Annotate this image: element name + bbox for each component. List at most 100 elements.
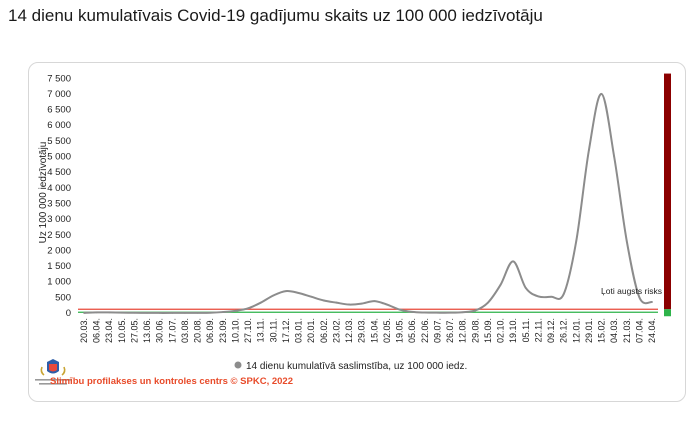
x-tick-label: 20.08. <box>193 318 203 343</box>
y-tick-label: 0 <box>66 308 71 319</box>
y-tick-label: 500 <box>55 292 71 303</box>
x-tick-label: 19.05. <box>395 318 405 343</box>
y-tick-label: 3 000 <box>47 214 71 225</box>
x-tick-label: 17.12. <box>281 318 291 343</box>
data-point <box>398 308 401 311</box>
x-axis: 20.03. 06.04. 23.04. 10.05. 27.05. 13.06. 30.0… <box>79 318 657 343</box>
data-point <box>360 302 363 305</box>
data-point <box>474 309 477 312</box>
x-tick-label: 23.09. <box>218 318 228 343</box>
x-tick-label: 10.05. <box>117 318 127 343</box>
x-tick-label: 02.05. <box>382 318 392 343</box>
data-point <box>348 303 350 306</box>
thresholds <box>78 308 658 313</box>
x-tick-label: 13.11. <box>256 318 266 342</box>
data-point <box>550 295 552 298</box>
chart-card <box>28 62 686 402</box>
data-point <box>83 311 85 314</box>
y-tick-label: 1 000 <box>47 277 71 288</box>
data-point <box>575 240 578 242</box>
data-point <box>638 296 641 299</box>
legend-marker <box>234 361 242 369</box>
data-point <box>335 301 338 304</box>
x-tick-label: 12.03. <box>344 318 354 343</box>
x-tick-label: 29.03. <box>357 318 367 343</box>
data-point <box>613 155 616 158</box>
risk-bar-high <box>664 73 671 310</box>
x-tick-label: 06.04. <box>92 318 102 343</box>
series <box>83 92 653 314</box>
x-tick-label: 03.08. <box>180 318 190 343</box>
data-point <box>285 290 287 292</box>
x-tick-label: 05.06. <box>407 318 417 343</box>
y-tick-label: 5 000 <box>47 152 71 163</box>
data-point <box>487 301 489 304</box>
x-tick-label: 20.01. <box>306 318 316 343</box>
legend-label: 14 dienu kumulatīvā saslimstība, uz 100 … <box>246 361 467 372</box>
x-tick-label: 21.03. <box>622 318 632 343</box>
data-point <box>625 240 628 242</box>
data-point <box>322 299 325 302</box>
data-point <box>234 309 237 312</box>
spkc-logo <box>35 359 71 385</box>
data-point <box>587 149 590 152</box>
page-title: 14 dienu kumulatīvais Covid-19 gadījumu … <box>8 6 543 25</box>
x-tick-label: 03.01. <box>294 318 304 343</box>
y-axis-label: Uz 100 000 iedzīvotāju <box>38 142 49 244</box>
data-point <box>524 287 527 289</box>
y-tick-label: 6 500 <box>47 105 71 116</box>
x-tick-label: 20.03. <box>79 318 89 343</box>
x-tick-label: 17.07. <box>167 318 177 343</box>
footer-credit: Slimību profilakses un kontroles centrs … <box>50 376 293 387</box>
x-tick-label: 26.12. <box>559 318 569 343</box>
y-tick-label: 4 000 <box>47 183 71 194</box>
x-tick-label: 29.08. <box>470 318 480 343</box>
data-point <box>247 307 249 310</box>
data-point <box>184 312 186 314</box>
x-tick-label: 26.07. <box>445 318 455 343</box>
data-point <box>133 311 136 314</box>
y-tick-label: 6 000 <box>47 120 71 131</box>
data-point <box>221 311 224 313</box>
data-point <box>600 93 603 95</box>
x-tick-label: 15.04. <box>369 318 379 343</box>
data-point <box>120 311 123 314</box>
x-tick-label: 23.04. <box>104 318 114 343</box>
y-tick-label: 3 500 <box>47 198 71 209</box>
data-point <box>411 311 414 313</box>
y-tick-label: 5 500 <box>47 136 71 147</box>
y-tick-label: 7 500 <box>47 73 71 84</box>
x-tick-label: 22.11. <box>533 318 543 342</box>
data-point <box>310 295 313 298</box>
data-point <box>209 311 212 314</box>
y-tick-label: 7 000 <box>47 89 71 100</box>
data-point <box>272 294 275 297</box>
data-point <box>537 295 540 298</box>
x-tick-label: 09.07. <box>432 318 442 343</box>
risk-indicator: Ļoti augsts risks <box>601 73 671 317</box>
x-tick-label: 23.02. <box>331 318 341 343</box>
risk-label: Ļoti augsts risks <box>601 286 662 296</box>
data-point <box>449 311 451 314</box>
x-tick-label: 07.04. <box>634 318 644 343</box>
data-point <box>146 311 149 314</box>
legend: 14 dienu kumulatīvā saslimstība, uz 100 … <box>234 361 467 372</box>
y-axis: 0 500 1 000 1 500 2 000 2 500 3 000 3 500 4 000 4… <box>47 73 71 319</box>
x-tick-label: 04.03. <box>609 318 619 343</box>
x-tick-label: 02.10. <box>496 318 506 343</box>
data-point <box>562 293 565 296</box>
data-point <box>423 311 426 314</box>
data-point <box>297 292 300 294</box>
data-point <box>436 311 439 314</box>
risk-bar-low <box>664 309 671 317</box>
x-tick-label: 30.11. <box>268 318 278 342</box>
data-point <box>373 300 376 303</box>
data-point <box>259 301 262 304</box>
x-tick-label: 05.11. <box>521 318 531 342</box>
y-tick-label: 4 500 <box>47 167 71 178</box>
data-point <box>196 311 199 314</box>
y-tick-label: 1 500 <box>47 261 71 272</box>
y-tick-label: 2 500 <box>47 230 71 241</box>
x-tick-label: 15.02. <box>597 318 607 343</box>
data-point <box>461 311 464 314</box>
